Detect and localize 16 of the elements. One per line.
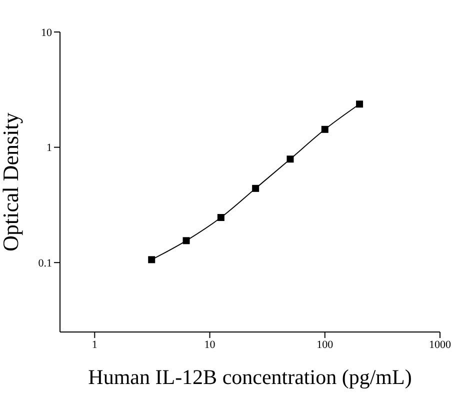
point	[252, 184, 260, 192]
point	[217, 214, 224, 222]
y-tick-label: 1	[46, 142, 52, 154]
x-tick-label: 1	[92, 338, 98, 351]
point	[356, 100, 364, 108]
point	[286, 156, 294, 163]
x-tick-label: 100	[316, 338, 334, 351]
y-tick-label: 10	[41, 26, 52, 39]
y-tick-label: 0.1	[38, 257, 52, 270]
x-tick-label: 1000	[429, 338, 452, 351]
y-axis-title: Optical Density	[0, 112, 23, 252]
point	[182, 237, 190, 244]
point	[148, 256, 156, 264]
x-axis-title: Human IL-12B concentration (pg/mL)	[88, 365, 412, 389]
point	[321, 126, 328, 133]
x-tick-label: 10	[204, 338, 216, 351]
